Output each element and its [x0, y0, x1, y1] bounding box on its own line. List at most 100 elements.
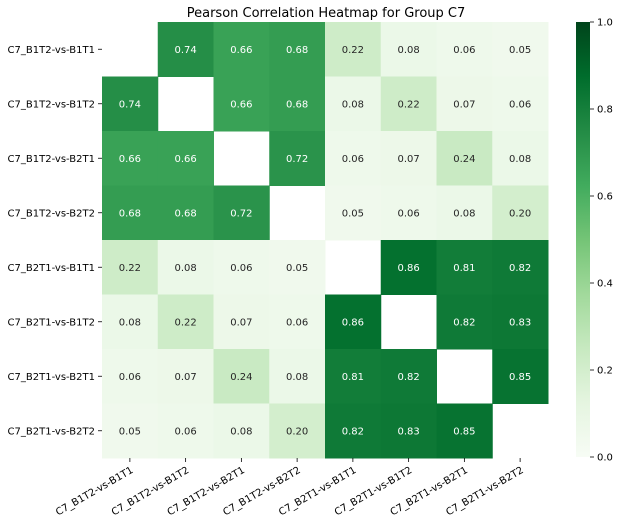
heatmap-cell [157, 240, 214, 295]
cell-value-label: 0.08 [509, 154, 531, 165]
cell-value-label: 0.24 [453, 154, 475, 165]
cell-value-label: 0.05 [119, 426, 141, 437]
heatmap-cell [492, 76, 549, 132]
heatmap-cell [380, 131, 437, 186]
heatmap-cell [269, 294, 326, 350]
colorbar-tick-label: 0.0 [597, 453, 613, 464]
cell-value-label: 0.20 [286, 426, 308, 437]
row-tick-label: C7_B2T1-vs-B2T1 [8, 372, 95, 383]
row-tick-label: C7_B1T2-vs-B1T2 [8, 99, 95, 110]
cell-value-label: 0.72 [286, 154, 308, 165]
cell-value-label: 0.74 [119, 99, 141, 110]
heatmap-cell [492, 185, 549, 241]
heatmap-cell [102, 403, 159, 459]
cell-value-label: 0.24 [230, 372, 252, 383]
row-tick-label: C7_B2T1-vs-B1T1 [8, 263, 95, 274]
heatmap-cell [492, 240, 549, 295]
heatmap-cell [492, 294, 549, 350]
cell-value-label: 0.06 [342, 154, 364, 165]
heatmap-cell [436, 294, 493, 350]
heatmap-cell [213, 22, 270, 77]
heatmap-cell [325, 403, 382, 459]
cell-value-label: 0.20 [509, 208, 531, 219]
heatmap-cell [325, 294, 382, 350]
heatmap-cell [157, 22, 214, 77]
chart-title: Pearson Correlation Heatmap for Group C7 [187, 6, 466, 21]
colorbar-tick-label: 0.8 [597, 105, 613, 116]
cell-value-label: 0.86 [342, 317, 364, 328]
heatmap-cell [380, 240, 437, 295]
row-tick-label: C7_B1T2-vs-B2T1 [8, 154, 95, 165]
cell-value-label: 0.05 [509, 45, 531, 56]
cell-value-label: 0.07 [174, 372, 196, 383]
heatmap-cell [380, 76, 437, 132]
cell-value-label: 0.83 [509, 317, 531, 328]
heatmap-cell [102, 131, 159, 186]
row-tick-label: C7_B1T2-vs-B1T1 [8, 45, 95, 56]
heatmap-cell [157, 294, 214, 350]
colorbar-tick-labels: 0.0 0.2 0.4 0.6 0.8 1.0 [590, 18, 613, 464]
cell-value-label: 0.08 [119, 317, 141, 328]
cell-value-label: 0.22 [119, 263, 141, 274]
heatmap-cell [380, 22, 437, 77]
cell-value-label: 0.86 [397, 263, 419, 274]
colorbar-tick-label: 0.4 [597, 279, 613, 290]
heatmap-cell [269, 349, 326, 404]
heatmap-cell [102, 349, 159, 404]
colorbar-tick-label: 0.6 [597, 192, 613, 203]
cell-value-label: 0.05 [342, 208, 364, 219]
cell-value-label: 0.66 [230, 99, 252, 110]
cell-value-label: 0.08 [397, 45, 419, 56]
cell-value-label: 0.06 [174, 426, 196, 437]
cell-value-label: 0.68 [286, 99, 308, 110]
cell-value-label: 0.06 [230, 263, 252, 274]
heatmap-cell [492, 349, 549, 404]
heatmap-cell [102, 76, 159, 132]
heatmap-cell [102, 294, 159, 350]
heatmap-cell [157, 403, 214, 459]
cell-value-label: 0.81 [342, 372, 364, 383]
cell-value-label: 0.82 [397, 372, 419, 383]
cell-value-label: 0.08 [174, 263, 196, 274]
heatmap-cell [436, 185, 493, 241]
column-tick-labels: C7_B1T2-vs-B1T1C7_B1T2-vs-B1T2C7_B1T2-vs… [54, 458, 526, 518]
cell-value-label: 0.83 [397, 426, 419, 437]
heatmap-cell [380, 349, 437, 404]
cell-value-label: 0.22 [174, 317, 196, 328]
heatmap-cell [269, 76, 326, 132]
cell-value-label: 0.72 [230, 208, 252, 219]
colorbar [576, 22, 590, 457]
cell-value-label: 0.05 [286, 263, 308, 274]
heatmap-cell [436, 22, 493, 77]
heatmap-cell [492, 131, 549, 186]
cell-value-label: 0.08 [286, 372, 308, 383]
heatmap-cell [269, 403, 326, 459]
cell-value-label: 0.06 [453, 45, 475, 56]
cell-value-label: 0.08 [453, 208, 475, 219]
heatmap-cell [380, 185, 437, 241]
colorbar-tick-label: 1.0 [597, 18, 613, 29]
heatmap-cell [102, 240, 159, 295]
row-tick-label: C7_B2T1-vs-B2T2 [8, 426, 95, 437]
heatmap-cell [269, 22, 326, 77]
heatmap-cell [325, 131, 382, 186]
heatmap-cell [325, 22, 382, 77]
heatmap-cells: 0.74 0.66 0.68 0.22 0.08 0.06 0.05 0.74 0.66 0.68… [102, 22, 549, 459]
cell-value-label: 0.68 [174, 208, 196, 219]
cell-value-label: 0.82 [453, 317, 475, 328]
cell-value-label: 0.68 [286, 45, 308, 56]
cell-value-label: 0.82 [342, 426, 364, 437]
cell-value-label: 0.06 [509, 99, 531, 110]
heatmap-cell [213, 294, 270, 350]
cell-value-label: 0.82 [509, 263, 531, 274]
cell-value-label: 0.74 [174, 45, 196, 56]
cell-value-label: 0.66 [230, 45, 252, 56]
cell-value-label: 0.66 [174, 154, 196, 165]
heatmap-cell [213, 240, 270, 295]
heatmap-cell [157, 349, 214, 404]
heatmap-cell [269, 240, 326, 295]
heatmap-cell [269, 131, 326, 186]
heatmap-cell [157, 185, 214, 241]
cell-value-label: 0.22 [342, 45, 364, 56]
